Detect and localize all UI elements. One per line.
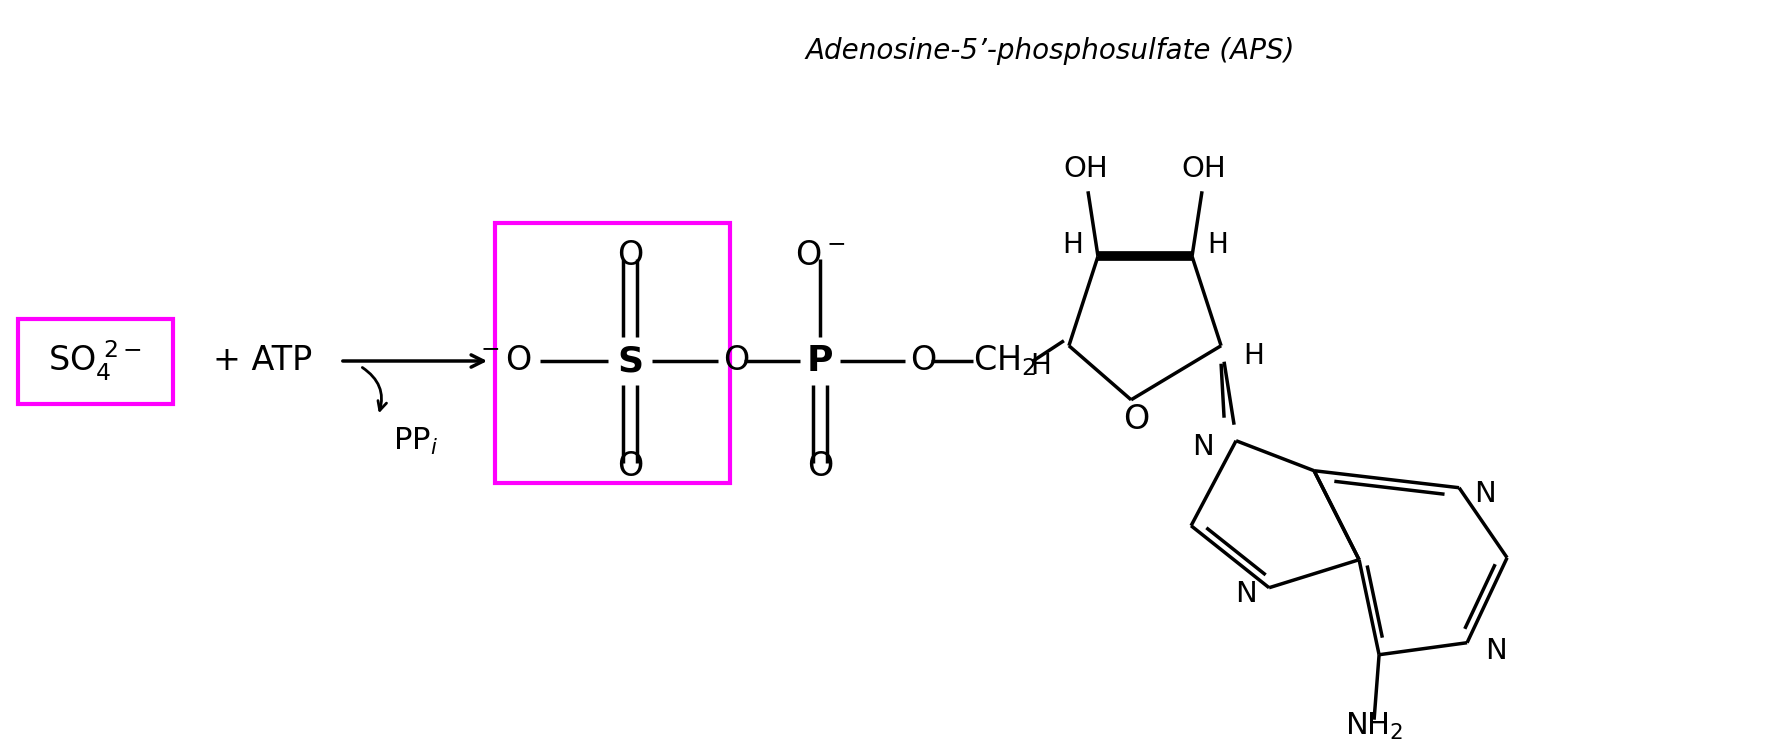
Text: P: P: [806, 344, 833, 378]
Text: H: H: [1061, 231, 1083, 259]
Text: O: O: [806, 450, 833, 483]
Text: H: H: [1243, 342, 1263, 369]
Text: PP$_i$: PP$_i$: [392, 426, 437, 457]
Text: CH$_2$: CH$_2$: [974, 344, 1037, 379]
Bar: [18, 318, 173, 403]
Text: H: H: [1208, 231, 1227, 259]
Text: OH: OH: [1181, 155, 1226, 183]
Text: O: O: [723, 345, 749, 378]
Text: N: N: [1192, 433, 1215, 460]
Text: O: O: [910, 345, 937, 378]
Text: H: H: [1029, 351, 1051, 380]
Text: N: N: [1474, 480, 1495, 508]
Text: Adenosine-5’-phosphosulfate (APS): Adenosine-5’-phosphosulfate (APS): [805, 37, 1295, 65]
Text: O$^-$: O$^-$: [796, 239, 846, 272]
Text: O: O: [617, 450, 642, 483]
Text: SO$_4^{\ 2-}$: SO$_4^{\ 2-}$: [48, 339, 143, 383]
Text: NH$_2$: NH$_2$: [1345, 710, 1404, 742]
Text: + ATP: + ATP: [214, 345, 312, 378]
Text: $^-$O: $^-$O: [476, 345, 532, 378]
Text: S: S: [617, 344, 642, 378]
Text: O: O: [1122, 403, 1149, 436]
Text: N: N: [1484, 637, 1507, 665]
Bar: [494, 223, 730, 483]
Text: OH: OH: [1063, 155, 1108, 183]
Text: N: N: [1235, 580, 1258, 608]
Text: O: O: [617, 239, 642, 272]
